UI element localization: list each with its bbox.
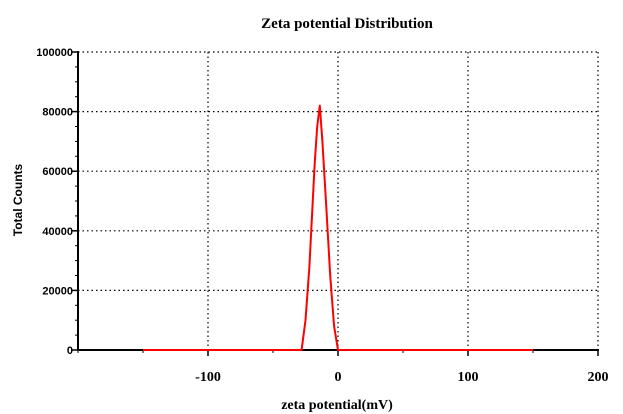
y-tick-label: 40000 [42, 226, 73, 238]
y-axis-ticks: 0 20000 40000 60000 80000 100000 [36, 47, 78, 357]
y-tick-label: 20000 [42, 285, 73, 297]
x-tick-label: -100 [195, 370, 221, 385]
x-tick-label: 100 [458, 370, 479, 385]
x-tick-label: 200 [588, 370, 609, 385]
grid-lines [78, 52, 598, 350]
y-tick-label: 0 [67, 345, 73, 357]
series-layer [143, 104, 533, 351]
y-tick-label: 60000 [42, 166, 73, 178]
chart-title: Zeta potential Distribution [261, 16, 433, 32]
x-axis-label: zeta potential(mV) [281, 398, 393, 413]
x-axis-ticks: -100 0 100 200 [77, 350, 609, 385]
y-tick-label: 100000 [36, 47, 73, 59]
x-tick-label: 0 [335, 370, 342, 385]
y-tick-label: 80000 [42, 107, 73, 119]
series-line [143, 104, 533, 351]
y-axis-label: Total Counts [11, 163, 25, 236]
